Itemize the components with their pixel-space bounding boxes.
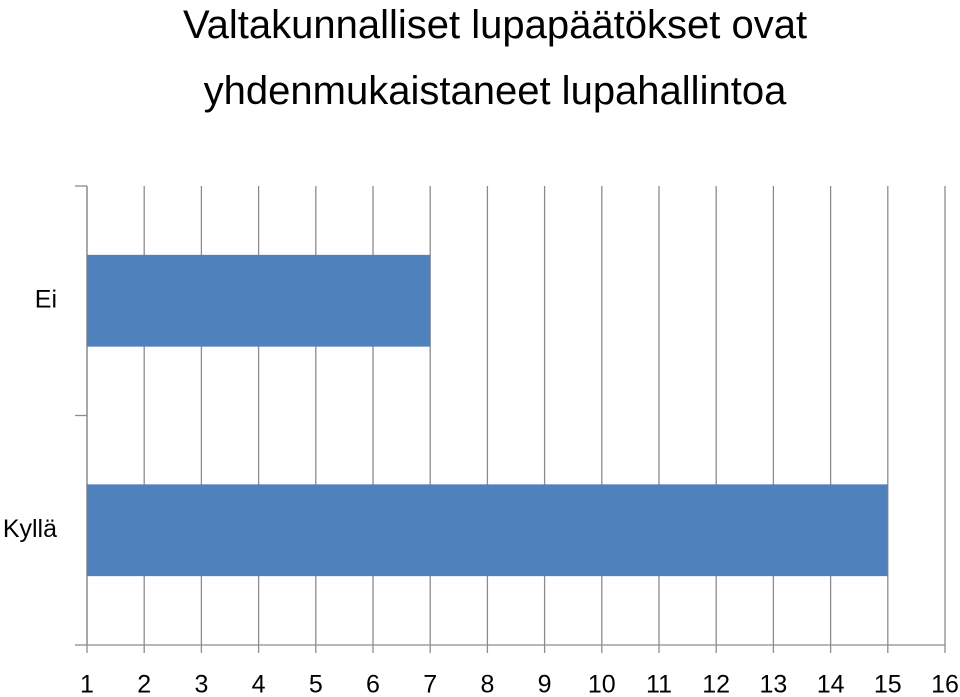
chart-title: Valtakunnalliset lupapäätökset ovat yhde… [182, 3, 808, 113]
x-tick-label: 7 [423, 671, 437, 697]
bar [87, 484, 888, 577]
bar [87, 254, 431, 347]
x-tick-label: 2 [137, 671, 151, 697]
x-tick-label: 11 [646, 671, 672, 697]
x-tick-label: 4 [252, 671, 266, 697]
x-tick-label: 10 [588, 671, 616, 697]
x-tick-label: 15 [874, 671, 902, 697]
x-tick-label: 12 [702, 671, 730, 697]
x-tick-label: 5 [309, 671, 323, 697]
y-tick-label: Kyllä [3, 515, 57, 543]
x-tick-label: 14 [817, 671, 845, 697]
x-tick-label: 9 [538, 671, 552, 697]
x-tick-label: 1 [80, 671, 94, 697]
x-tick-label: 6 [366, 671, 380, 697]
x-tick-label: 16 [931, 671, 959, 697]
x-tick-label: 8 [480, 671, 494, 697]
x-tick-label: 3 [194, 671, 208, 697]
y-tick-label: Ei [35, 285, 57, 313]
x-tick-label: 13 [759, 671, 787, 697]
